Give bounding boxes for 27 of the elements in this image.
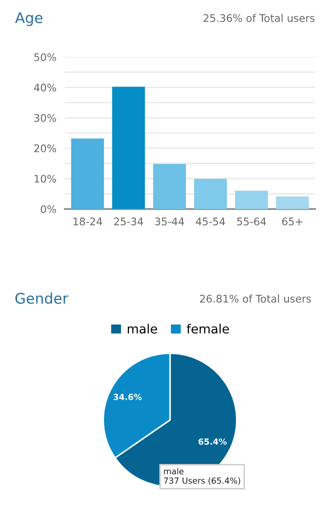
bar — [235, 190, 268, 209]
bar — [194, 178, 227, 209]
chart-subtitle: 26.81% of Total users — [200, 294, 311, 303]
x-tick-label: 65+ — [282, 218, 302, 226]
data-label: 65.4% — [198, 438, 227, 445]
y-tick-label: 20% — [34, 144, 56, 152]
legend-label: female — [186, 324, 229, 334]
x-tick-label: 55-64 — [237, 218, 266, 226]
x-tick-label: 45-54 — [196, 218, 226, 226]
text: male 737 Users (65.4%) — [164, 468, 240, 485]
y-tick-label: 10% — [34, 174, 56, 183]
chart-title: Age — [15, 12, 42, 26]
x-tick-label: 18-24 — [74, 218, 102, 226]
chart-title: Gender — [15, 292, 68, 304]
y-tick-label: 0% — [40, 205, 56, 214]
bar — [276, 196, 309, 209]
data-label: 34.6% — [114, 394, 142, 400]
y-tick-label: 30% — [34, 114, 56, 122]
x-tick-label: 35-44 — [155, 218, 184, 226]
bar — [112, 86, 145, 209]
y-tick-label: 50% — [34, 53, 56, 62]
y-tick-label: 40% — [34, 84, 56, 92]
chart-subtitle: 25.36% of Total users — [204, 14, 314, 22]
bar — [71, 138, 104, 209]
legend-label: male — [128, 324, 158, 334]
x-tick-label: 25-34 — [114, 218, 144, 226]
bar — [153, 164, 186, 209]
